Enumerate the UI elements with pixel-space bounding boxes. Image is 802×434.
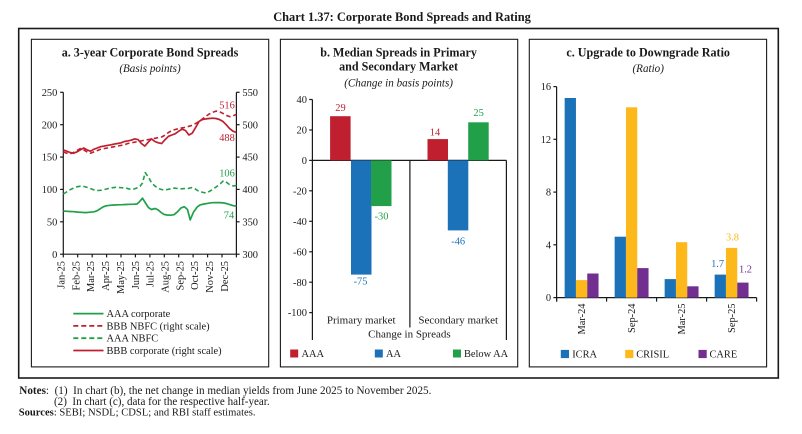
svg-text:-30: -30 xyxy=(375,211,389,222)
svg-text:500: 500 xyxy=(242,120,258,131)
svg-text:29: 29 xyxy=(335,103,345,114)
svg-text:Sources: SEBI; NSDL; CDSL; and: Sources: SEBI; NSDL; CDSL; and RBI staff… xyxy=(19,408,256,419)
svg-text:(2) In chart (c), data for th: (2) In chart (c), data for the respectiv… xyxy=(54,396,270,408)
svg-text:Feb-25: Feb-25 xyxy=(71,261,82,290)
svg-text:ICRA: ICRA xyxy=(572,349,597,360)
svg-text:16: 16 xyxy=(541,82,551,93)
svg-text:Mar-24: Mar-24 xyxy=(577,303,588,335)
svg-text:May-25: May-25 xyxy=(116,261,127,294)
svg-text:1.7: 1.7 xyxy=(711,259,724,270)
svg-text:106: 106 xyxy=(219,169,235,180)
svg-text:a. 3-year Corporate Bond Sprea: a. 3-year Corporate Bond Spreads xyxy=(62,46,239,60)
svg-text:40: 40 xyxy=(297,95,307,106)
svg-text:25: 25 xyxy=(473,108,483,119)
svg-text:(Ratio): (Ratio) xyxy=(632,63,664,75)
svg-text:3.8: 3.8 xyxy=(726,232,739,243)
svg-text:b. Median Spreads in Primary: b. Median Spreads in Primary xyxy=(320,46,477,60)
svg-text:(Change in basis points): (Change in basis points) xyxy=(344,78,453,90)
svg-text:Mar-25: Mar-25 xyxy=(677,304,688,335)
svg-text:Notes: (1) In chart (b), the: Notes: (1) In chart (b), the net change … xyxy=(19,385,431,397)
svg-text:300: 300 xyxy=(242,250,258,261)
svg-text:150: 150 xyxy=(42,153,58,164)
svg-text:488: 488 xyxy=(219,133,235,144)
svg-text:0: 0 xyxy=(52,250,57,261)
svg-text:100: 100 xyxy=(42,185,58,196)
svg-text:CARE: CARE xyxy=(710,349,738,360)
svg-text:550: 550 xyxy=(242,88,258,99)
svg-text:400: 400 xyxy=(242,185,258,196)
svg-text:1.2: 1.2 xyxy=(739,265,752,276)
svg-text:Sep-25: Sep-25 xyxy=(175,261,186,290)
svg-text:AA: AA xyxy=(386,349,402,360)
svg-text:516: 516 xyxy=(219,101,235,112)
svg-text:Jun-25: Jun-25 xyxy=(131,261,142,289)
svg-text:-60: -60 xyxy=(293,247,307,258)
svg-text:Apr-25: Apr-25 xyxy=(101,261,112,291)
svg-text:50: 50 xyxy=(47,217,57,228)
svg-text:BBB corporate (right scale): BBB corporate (right scale) xyxy=(107,346,222,357)
svg-text:c. Upgrade to Downgrade Ratio: c. Upgrade to Downgrade Ratio xyxy=(566,46,730,60)
svg-text:4: 4 xyxy=(546,240,552,251)
svg-text:AAA corporate: AAA corporate xyxy=(107,309,171,320)
svg-text:Aug-25: Aug-25 xyxy=(160,261,171,293)
svg-text:12: 12 xyxy=(541,135,551,146)
svg-text:250: 250 xyxy=(42,88,58,99)
svg-text:14: 14 xyxy=(430,128,441,139)
svg-text:-46: -46 xyxy=(451,236,465,247)
svg-text:450: 450 xyxy=(242,153,258,164)
svg-text:Change in Spreads: Change in Spreads xyxy=(368,329,450,341)
svg-text:(Basis points): (Basis points) xyxy=(119,63,181,75)
svg-text:Below AA: Below AA xyxy=(464,349,509,360)
svg-text:Dec-25: Dec-25 xyxy=(220,261,231,292)
svg-text:Nov-25: Nov-25 xyxy=(205,261,216,293)
svg-text:Secondary market: Secondary market xyxy=(418,315,498,327)
svg-text:74: 74 xyxy=(224,211,235,222)
svg-text:AAA: AAA xyxy=(302,349,325,360)
svg-text:Primary market: Primary market xyxy=(327,315,396,327)
svg-text:Mar-25: Mar-25 xyxy=(86,261,97,292)
svg-text:Jan-25: Jan-25 xyxy=(57,261,68,289)
svg-text:Chart 1.37: Corporate Bond Spr: Chart 1.37: Corporate Bond Spreads and R… xyxy=(273,10,531,24)
svg-text:200: 200 xyxy=(42,120,58,131)
svg-text:AAA NBFC: AAA NBFC xyxy=(107,334,159,345)
svg-text:BBB NBFC (right scale): BBB NBFC (right scale) xyxy=(107,321,210,332)
svg-text:-20: -20 xyxy=(293,186,307,197)
svg-text:-75: -75 xyxy=(354,276,368,287)
svg-text:8: 8 xyxy=(546,188,551,199)
svg-text:20: 20 xyxy=(297,126,307,137)
svg-text:Jul-25: Jul-25 xyxy=(146,261,157,287)
svg-text:Oct-25: Oct-25 xyxy=(190,261,201,290)
svg-text:CRISIL: CRISIL xyxy=(636,349,669,360)
svg-text:Sep-24: Sep-24 xyxy=(627,303,638,333)
svg-text:-80: -80 xyxy=(293,278,307,289)
svg-text:Sep-25: Sep-25 xyxy=(727,304,738,333)
svg-text:350: 350 xyxy=(242,217,258,228)
svg-text:0: 0 xyxy=(546,293,551,304)
svg-text:-100: -100 xyxy=(288,308,307,319)
svg-text:0: 0 xyxy=(302,156,307,167)
svg-text:-40: -40 xyxy=(293,217,307,228)
svg-text:and Secondary Market: and Secondary Market xyxy=(339,60,458,74)
